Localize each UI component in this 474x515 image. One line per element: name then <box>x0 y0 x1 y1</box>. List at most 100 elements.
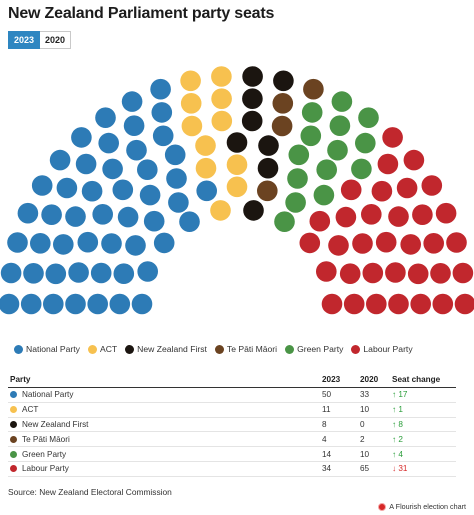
seat-labour-party[interactable] <box>407 263 429 285</box>
seat-labour-party[interactable] <box>375 231 397 253</box>
seat-national-party[interactable] <box>68 262 89 283</box>
seat-national-party[interactable] <box>0 262 22 284</box>
seat-labour-party[interactable] <box>388 206 409 227</box>
seat-national-party[interactable] <box>45 263 67 285</box>
seat-labour-party[interactable] <box>328 235 349 256</box>
seat-act[interactable] <box>211 110 233 132</box>
seat-labour-party[interactable] <box>321 293 343 315</box>
seat-labour-party[interactable] <box>454 293 474 315</box>
seat-labour-party[interactable] <box>335 206 357 228</box>
seat-national-party[interactable] <box>17 202 39 224</box>
legend-item-nz-first[interactable]: New Zealand First <box>125 344 207 354</box>
seat-national-party[interactable] <box>30 233 51 254</box>
seat-labour-party[interactable] <box>340 179 362 201</box>
seat-national-party[interactable] <box>123 115 145 136</box>
seat-national-party[interactable] <box>75 153 97 175</box>
seat-labour-party[interactable] <box>421 175 443 196</box>
seat-te-p-ti-m-ori[interactable] <box>271 115 293 137</box>
seat-new-zealand-first[interactable] <box>257 157 279 179</box>
seat-labour-party[interactable] <box>316 261 337 282</box>
seat-act[interactable] <box>195 135 216 156</box>
seat-labour-party[interactable] <box>410 293 432 315</box>
seat-national-party[interactable] <box>65 206 86 227</box>
seat-national-party[interactable] <box>43 293 64 315</box>
tab-2020[interactable]: 2020 <box>40 31 72 49</box>
seat-national-party[interactable] <box>150 78 171 100</box>
seat-national-party[interactable] <box>81 180 103 202</box>
seat-labour-party[interactable] <box>446 232 467 253</box>
seat-national-party[interactable] <box>53 234 74 255</box>
seat-labour-party[interactable] <box>371 180 393 202</box>
seat-national-party[interactable] <box>109 293 131 315</box>
seat-green-party[interactable] <box>287 168 308 189</box>
seat-labour-party[interactable] <box>412 204 433 225</box>
seat-labour-party[interactable] <box>435 202 457 224</box>
seat-national-party[interactable] <box>126 139 147 161</box>
seat-green-party[interactable] <box>358 107 379 128</box>
seat-act[interactable] <box>210 200 231 221</box>
seat-labour-party[interactable] <box>396 177 418 199</box>
seat-act[interactable] <box>226 176 248 198</box>
legend-item-national[interactable]: National Party <box>14 344 80 354</box>
seat-new-zealand-first[interactable] <box>242 66 263 87</box>
seat-national-party[interactable] <box>23 263 44 284</box>
seat-act[interactable] <box>211 88 232 109</box>
seat-national-party[interactable] <box>137 159 158 180</box>
seat-national-party[interactable] <box>90 262 112 284</box>
seat-national-party[interactable] <box>164 144 186 166</box>
col-header-2023[interactable]: 2023 <box>320 372 358 388</box>
seat-new-zealand-first[interactable] <box>242 88 263 109</box>
seat-new-zealand-first[interactable] <box>243 200 264 221</box>
seat-act[interactable] <box>181 115 203 137</box>
seat-national-party[interactable] <box>31 175 53 196</box>
seat-green-party[interactable] <box>331 91 353 112</box>
seat-act[interactable] <box>180 93 202 114</box>
seat-national-party[interactable] <box>131 293 153 315</box>
seat-labour-party[interactable] <box>343 293 365 315</box>
seat-national-party[interactable] <box>117 206 139 228</box>
seat-new-zealand-first[interactable] <box>273 70 294 92</box>
seat-national-party[interactable] <box>168 192 189 213</box>
seat-te-p-ti-m-ori[interactable] <box>257 180 278 202</box>
seat-act[interactable] <box>180 70 201 92</box>
seat-national-party[interactable] <box>20 293 42 315</box>
seat-green-party[interactable] <box>355 132 376 154</box>
seat-national-party[interactable] <box>77 231 99 253</box>
seat-labour-party[interactable] <box>452 262 474 284</box>
seat-national-party[interactable] <box>98 132 119 154</box>
seat-green-party[interactable] <box>329 115 351 136</box>
seat-green-party[interactable] <box>316 159 338 180</box>
seat-labour-party[interactable] <box>385 262 406 283</box>
seat-national-party[interactable] <box>0 293 20 315</box>
seat-national-party[interactable] <box>139 184 161 206</box>
seat-national-party[interactable] <box>113 263 135 284</box>
col-header-party[interactable]: Party <box>8 372 320 388</box>
tab-2023[interactable]: 2023 <box>8 31 41 49</box>
seat-national-party[interactable] <box>95 107 116 128</box>
seat-act[interactable] <box>211 66 232 87</box>
seat-green-party[interactable] <box>327 139 348 161</box>
seat-labour-party[interactable] <box>366 293 387 315</box>
seat-labour-party[interactable] <box>352 233 373 254</box>
seat-new-zealand-first[interactable] <box>258 135 279 156</box>
seat-national-party[interactable] <box>101 233 122 254</box>
seat-national-party[interactable] <box>65 293 86 315</box>
seat-labour-party[interactable] <box>377 153 399 175</box>
legend-item-labour[interactable]: Labour Party <box>351 344 413 354</box>
seat-green-party[interactable] <box>351 158 372 180</box>
seat-national-party[interactable] <box>41 204 62 225</box>
seat-labour-party[interactable] <box>432 293 454 315</box>
seat-national-party[interactable] <box>92 204 113 225</box>
seat-national-party[interactable] <box>153 232 175 254</box>
seat-national-party[interactable] <box>7 232 28 253</box>
seat-green-party[interactable] <box>313 184 335 206</box>
seat-new-zealand-first[interactable] <box>241 110 263 132</box>
seat-green-party[interactable] <box>300 125 322 147</box>
seat-national-party[interactable] <box>49 149 71 171</box>
seat-labour-party[interactable] <box>339 263 361 284</box>
seat-national-party[interactable] <box>112 179 134 201</box>
seat-national-party[interactable] <box>179 211 200 232</box>
seat-national-party[interactable] <box>152 125 174 147</box>
legend-item-maori[interactable]: Te Pāti Māori <box>214 344 277 354</box>
seat-national-party[interactable] <box>166 168 187 189</box>
